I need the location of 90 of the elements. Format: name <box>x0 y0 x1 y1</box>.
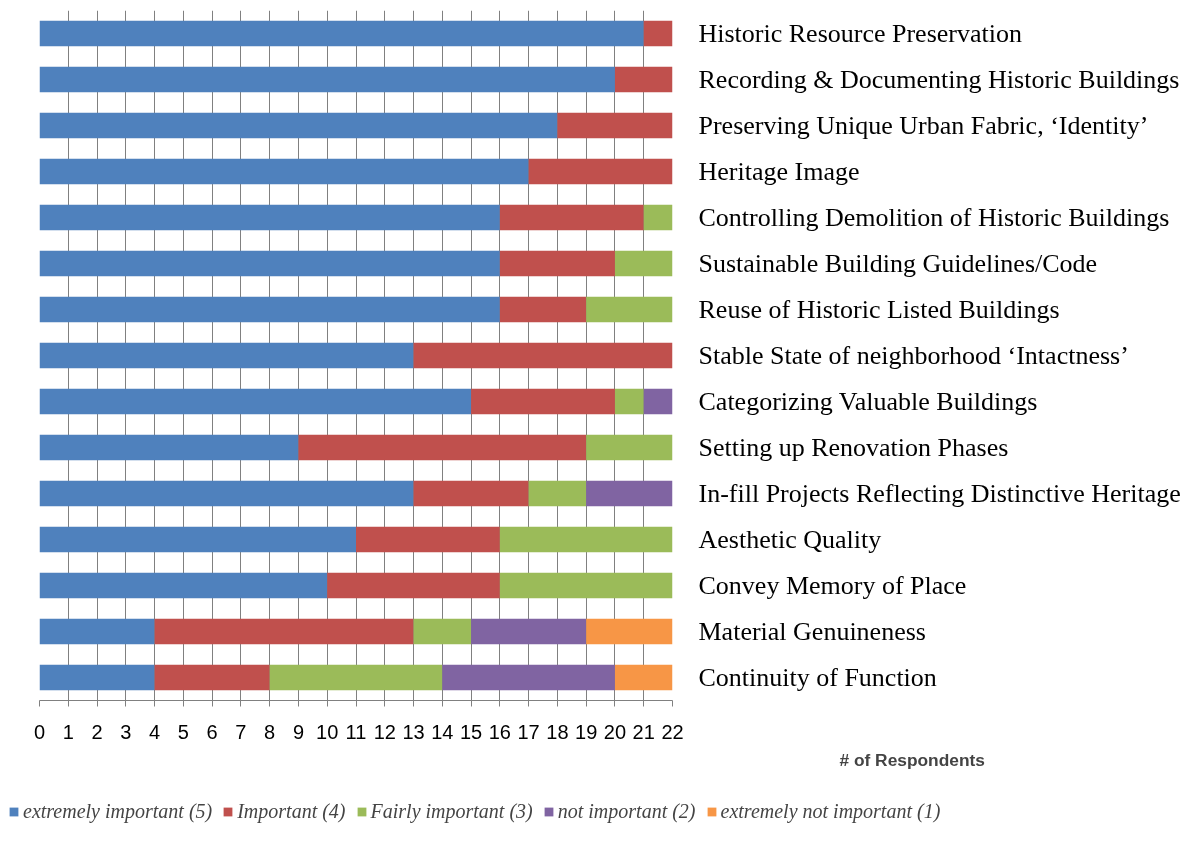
bar <box>499 204 644 231</box>
bar <box>39 204 500 231</box>
bar <box>499 250 615 277</box>
bar <box>39 434 299 461</box>
bar <box>614 250 673 277</box>
bar <box>614 66 673 93</box>
bar <box>413 480 529 507</box>
y-tick-label: Stable State of neighborhood ‘Intactness’ <box>698 341 1129 370</box>
legend-label: extremely not important (1) <box>720 800 941 823</box>
x-tick-label: 16 <box>488 720 511 743</box>
bar <box>39 664 155 691</box>
legend-label: extremely important (5) <box>23 800 213 823</box>
x-tick-label: 6 <box>206 720 218 743</box>
x-tick-label: 22 <box>661 720 684 743</box>
bar <box>154 618 414 645</box>
x-axis-title: # of Respondents <box>839 749 985 770</box>
x-tick-label: 14 <box>431 720 454 743</box>
bar <box>614 664 673 691</box>
x-tick-label: 15 <box>459 720 483 743</box>
y-tick-label: Convey Memory of Place <box>698 571 967 600</box>
y-tick-label: Preserving Unique Urban Fabric, ‘Identity’ <box>698 111 1149 140</box>
x-tick-label: 12 <box>373 720 396 743</box>
x-tick-label: 11 <box>345 720 367 743</box>
legend-label: Important (4) <box>237 800 346 823</box>
bar <box>643 204 673 231</box>
y-tick-label: Controlling Demolition of Historic Buildings <box>698 203 1170 232</box>
bar <box>39 20 644 47</box>
bar <box>39 388 472 415</box>
bar <box>528 480 587 507</box>
x-tick-label: 18 <box>546 720 569 743</box>
bar <box>39 296 500 323</box>
bar <box>643 388 673 415</box>
bar <box>586 296 673 323</box>
y-tick-label: Historic Resource Preservation <box>698 19 1022 48</box>
x-tick-label: 9 <box>292 720 305 743</box>
bar <box>39 618 155 645</box>
bar <box>327 572 500 599</box>
bar <box>39 480 414 507</box>
x-tick-label: 3 <box>120 720 132 743</box>
bar <box>499 572 673 599</box>
bar <box>39 526 356 553</box>
bar <box>39 342 414 369</box>
bar <box>586 618 673 645</box>
x-tick-label: 8 <box>264 720 276 743</box>
y-tick-label: Setting up Renovation Phases <box>698 433 1009 462</box>
bar <box>39 112 558 139</box>
bar <box>586 434 673 461</box>
bar <box>298 434 587 461</box>
x-tick-label: 17 <box>517 720 540 743</box>
bar <box>643 20 673 47</box>
bar <box>39 66 615 93</box>
bar <box>413 618 472 645</box>
x-tick-label: 13 <box>402 720 425 743</box>
y-tick-label: Aesthetic Quality <box>698 525 882 554</box>
y-tick-label: In-fill Projects Reflecting Distinctive Heritage <box>698 479 1181 508</box>
bar <box>442 664 615 691</box>
bar <box>356 526 500 553</box>
x-tick-label: 2 <box>91 720 103 743</box>
bar <box>471 388 615 415</box>
y-tick-label: Heritage Image <box>698 157 860 186</box>
x-tick-label: 0 <box>33 720 46 743</box>
bar <box>269 664 443 691</box>
x-tick-label: 7 <box>235 720 247 743</box>
y-tick-label: Continuity of Function <box>698 663 937 692</box>
bar <box>39 158 529 185</box>
x-tick-label: 10 <box>316 720 339 743</box>
x-tick-label: 5 <box>177 720 189 743</box>
y-tick-label: Recording & Documenting Historic Buildings <box>698 65 1180 94</box>
bar <box>471 618 587 645</box>
bar <box>154 664 270 691</box>
y-tick-label: Sustainable Building Guidelines/Code <box>698 249 1098 278</box>
bar <box>528 158 673 185</box>
legend-label: not important (2) <box>557 800 696 823</box>
x-tick-label: 20 <box>603 720 627 743</box>
bar <box>499 526 673 553</box>
y-tick-label: Reuse of Historic Listed Buildings <box>698 295 1060 324</box>
x-tick-label: 19 <box>575 720 598 743</box>
legend-label: Fairly important (3) <box>370 800 533 823</box>
x-tick-label: 21 <box>632 720 655 743</box>
bar <box>499 296 587 323</box>
bar <box>39 572 328 599</box>
bar <box>413 342 673 369</box>
bar <box>614 388 644 415</box>
x-tick-label: 4 <box>149 720 161 743</box>
bar <box>39 250 500 277</box>
x-tick-label: 1 <box>62 720 74 743</box>
y-tick-label: Material Genuineness <box>698 617 926 646</box>
bar <box>557 112 673 139</box>
bar <box>586 480 673 507</box>
y-tick-label: Categorizing Valuable Buildings <box>698 387 1038 416</box>
